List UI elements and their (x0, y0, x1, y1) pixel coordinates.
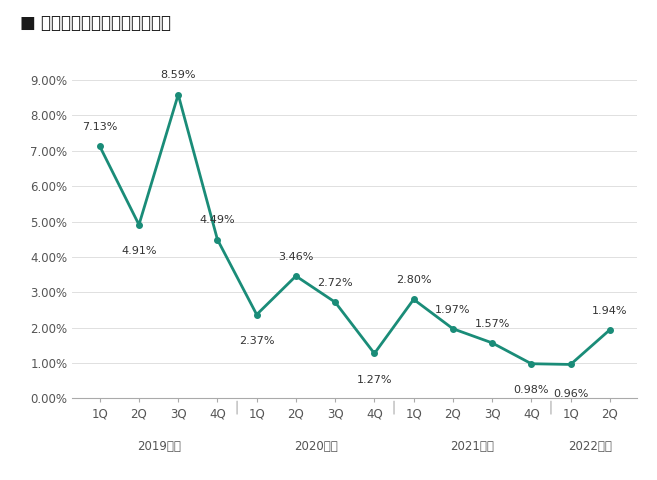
Text: 0.96%: 0.96% (553, 389, 588, 399)
Text: 2022年度: 2022年度 (568, 440, 612, 453)
Text: 2020年度: 2020年度 (294, 440, 338, 453)
Text: 1.94%: 1.94% (592, 306, 627, 316)
Text: ■ 四半期ごとの平均解約率推移: ■ 四半期ごとの平均解約率推移 (20, 14, 171, 33)
Text: 2.37%: 2.37% (239, 336, 275, 346)
Text: 4.91%: 4.91% (122, 246, 157, 256)
Text: 2019年度: 2019年度 (137, 440, 181, 453)
Text: 0.98%: 0.98% (514, 385, 549, 395)
Text: 3.46%: 3.46% (278, 252, 313, 262)
Text: 1.57%: 1.57% (474, 319, 510, 329)
Text: 2021年度: 2021年度 (451, 440, 495, 453)
Text: 4.49%: 4.49% (200, 216, 235, 226)
Text: 1.27%: 1.27% (357, 375, 392, 384)
Text: 2.80%: 2.80% (396, 275, 432, 285)
Text: 7.13%: 7.13% (82, 122, 118, 132)
Text: 1.97%: 1.97% (435, 305, 470, 314)
Text: 2.72%: 2.72% (317, 278, 353, 288)
Text: 8.59%: 8.59% (160, 71, 196, 81)
